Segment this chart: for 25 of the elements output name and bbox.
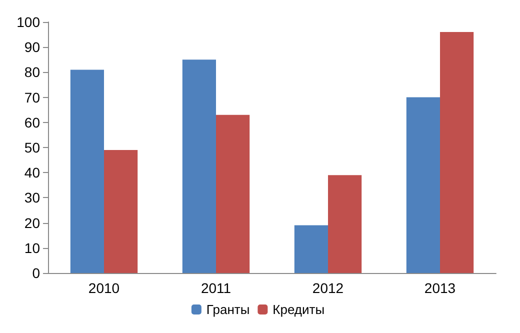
y-tick-label: 30 — [24, 190, 40, 206]
y-tick-label: 50 — [24, 140, 40, 156]
bar — [406, 97, 440, 273]
bar — [216, 114, 250, 273]
y-tick-label: 90 — [24, 39, 40, 56]
bar — [294, 225, 328, 273]
x-tick-label: 2013 — [424, 280, 456, 296]
y-tick-label: 40 — [24, 164, 40, 181]
bar — [440, 32, 474, 273]
legend-label: Кредиты — [272, 302, 325, 317]
y-tick-label: 60 — [24, 114, 40, 130]
y-tick-label: 100 — [16, 14, 40, 30]
legend-label: Гранты — [206, 302, 250, 317]
y-tick-label: 20 — [24, 214, 40, 231]
y-tick-label: 80 — [24, 64, 40, 80]
y-tick-label: 70 — [24, 89, 40, 106]
x-tick-label: 2011 — [200, 280, 232, 296]
bar — [182, 60, 216, 273]
y-tick-label: 10 — [24, 240, 40, 256]
bar — [104, 150, 138, 273]
x-tick-label: 2012 — [312, 280, 344, 296]
bar — [328, 175, 362, 273]
x-tick-label: 2010 — [88, 280, 120, 296]
bar — [70, 70, 104, 273]
y-tick-label: 0 — [32, 265, 40, 281]
